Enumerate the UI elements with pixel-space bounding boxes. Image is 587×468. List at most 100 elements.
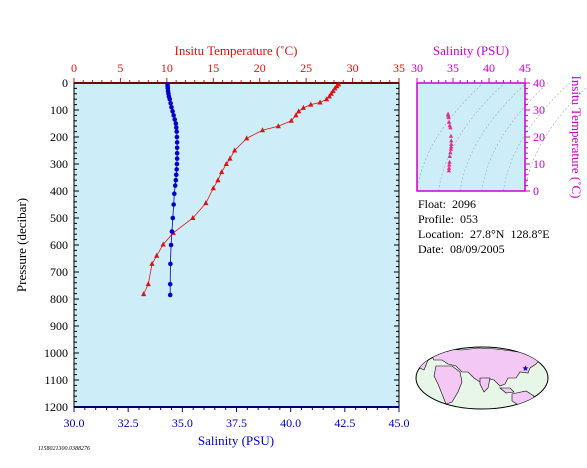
ts-diagram-ticks [416, 78, 530, 192]
temperature-point [328, 90, 334, 96]
ts-point [447, 154, 453, 159]
ts-point [446, 113, 451, 118]
ts-temperature-tick-label: 0 [533, 184, 539, 198]
temperature-point [275, 123, 281, 129]
ts-point [446, 165, 452, 170]
temperature-point [223, 161, 229, 166]
ts-point [448, 125, 453, 130]
ts-diagram-frame [416, 82, 526, 192]
ts-salinity-title: Salinity (PSU) [433, 43, 509, 58]
temperature-point [300, 104, 306, 110]
temperature-tick-label: 5 [117, 61, 123, 75]
temperature-point [154, 252, 160, 258]
pressure-tick-label: 900 [50, 319, 68, 333]
salinity-tick-label: 45.0 [389, 416, 410, 430]
pressure-tick-label: 400 [50, 184, 68, 198]
pressure-tick-label: 700 [50, 265, 68, 279]
salinity-tick-label: 30.0 [64, 416, 85, 430]
salinity-tick-label: 35.0 [172, 416, 193, 430]
temperature-tick-label: 25 [300, 61, 312, 75]
float-value: 2096 [452, 197, 477, 211]
temperature-tick-label: 20 [254, 61, 266, 75]
ts-salinity-tick-label: 30 [411, 61, 423, 75]
temperature-point [332, 85, 338, 91]
temperature-point [330, 88, 336, 94]
ts-temperature-tick-label: 20 [533, 130, 545, 144]
temperature-point [317, 99, 323, 105]
profile-plot-frame [73, 82, 400, 408]
ts-point [447, 162, 452, 167]
pressure-tick-label: 1000 [44, 346, 68, 360]
pressure-tick-label: 600 [50, 238, 68, 252]
salinity-point [170, 215, 176, 221]
temperature-axis-title: Insitu Temperature (˚C) [174, 43, 297, 58]
map-land-africa [433, 365, 463, 405]
pressure-tick-label: 300 [50, 157, 68, 171]
pressure-tick-label: 0 [62, 76, 68, 90]
ts-point [448, 146, 454, 151]
ts-point [446, 115, 451, 120]
profile-plot: 0100200300400500600700800900100011001200… [14, 43, 410, 448]
temperature-tick-label: 10 [161, 61, 173, 75]
ts-point [446, 119, 452, 124]
pressure-tick-label: 200 [50, 130, 68, 144]
temperature-point [296, 108, 302, 114]
pressure-axis-title: Pressure (decibar) [14, 198, 29, 292]
ts-temperature-tick-label: 10 [533, 157, 545, 171]
temperature-point [308, 101, 314, 107]
float-info: Float: 2096 [418, 197, 476, 212]
salinity-axis-title: Salinity (PSU) [198, 433, 274, 448]
ts-point [448, 133, 454, 138]
salinity-point [170, 109, 175, 114]
temperature-point [232, 147, 238, 153]
temperature-point [149, 260, 155, 266]
temperature-point [227, 155, 233, 161]
date-value: 08/09/2005 [450, 242, 505, 256]
ts-point [449, 141, 454, 146]
ts-point [448, 150, 453, 155]
profile-series [141, 81, 342, 298]
profile-axis-labels: 0100200300400500600700800900100011001200… [44, 61, 410, 430]
salinity-point [174, 134, 180, 140]
temperature-tick-label: 35 [393, 61, 405, 75]
temperature-point [323, 96, 330, 102]
ts-point [446, 168, 452, 173]
salinity-point [173, 172, 179, 178]
salinity-point [173, 177, 179, 183]
salinity-point [169, 105, 174, 110]
salinity-point [174, 145, 180, 151]
salinity-point [167, 292, 173, 298]
file-code: 1158021300.0388276 [38, 446, 91, 452]
salinity-tick-label: 37.5 [226, 416, 247, 430]
salinity-point [168, 100, 173, 106]
temperature-point [190, 215, 196, 220]
map-land-india [479, 377, 491, 393]
profile-label: Profile: [418, 212, 454, 226]
salinity-point [169, 229, 175, 234]
salinity-point [168, 242, 174, 248]
temperature-tick-label: 0 [71, 61, 77, 75]
salinity-tick-label: 42.5 [334, 416, 355, 430]
salinity-point [168, 261, 173, 267]
location-label: Location: [418, 227, 464, 241]
salinity-point [172, 117, 178, 122]
date-label: Date: [418, 242, 444, 256]
salinity-point [174, 161, 180, 167]
temperature-point [326, 93, 332, 99]
temperature-point [244, 135, 250, 141]
salinity-point [172, 191, 177, 196]
temperature-point [210, 185, 216, 191]
temperature-point [215, 177, 221, 183]
salinity-point [167, 96, 173, 102]
profile-info: Profile: 053 [418, 212, 478, 227]
ts-point [449, 144, 454, 149]
salinity-point [174, 140, 180, 145]
profile-plot-background [74, 83, 399, 407]
salinity-point [171, 202, 176, 207]
salinity-tick-label: 40.0 [280, 416, 301, 430]
ts-temperature-tick-label: 30 [533, 103, 545, 117]
salinity-point [174, 156, 180, 161]
